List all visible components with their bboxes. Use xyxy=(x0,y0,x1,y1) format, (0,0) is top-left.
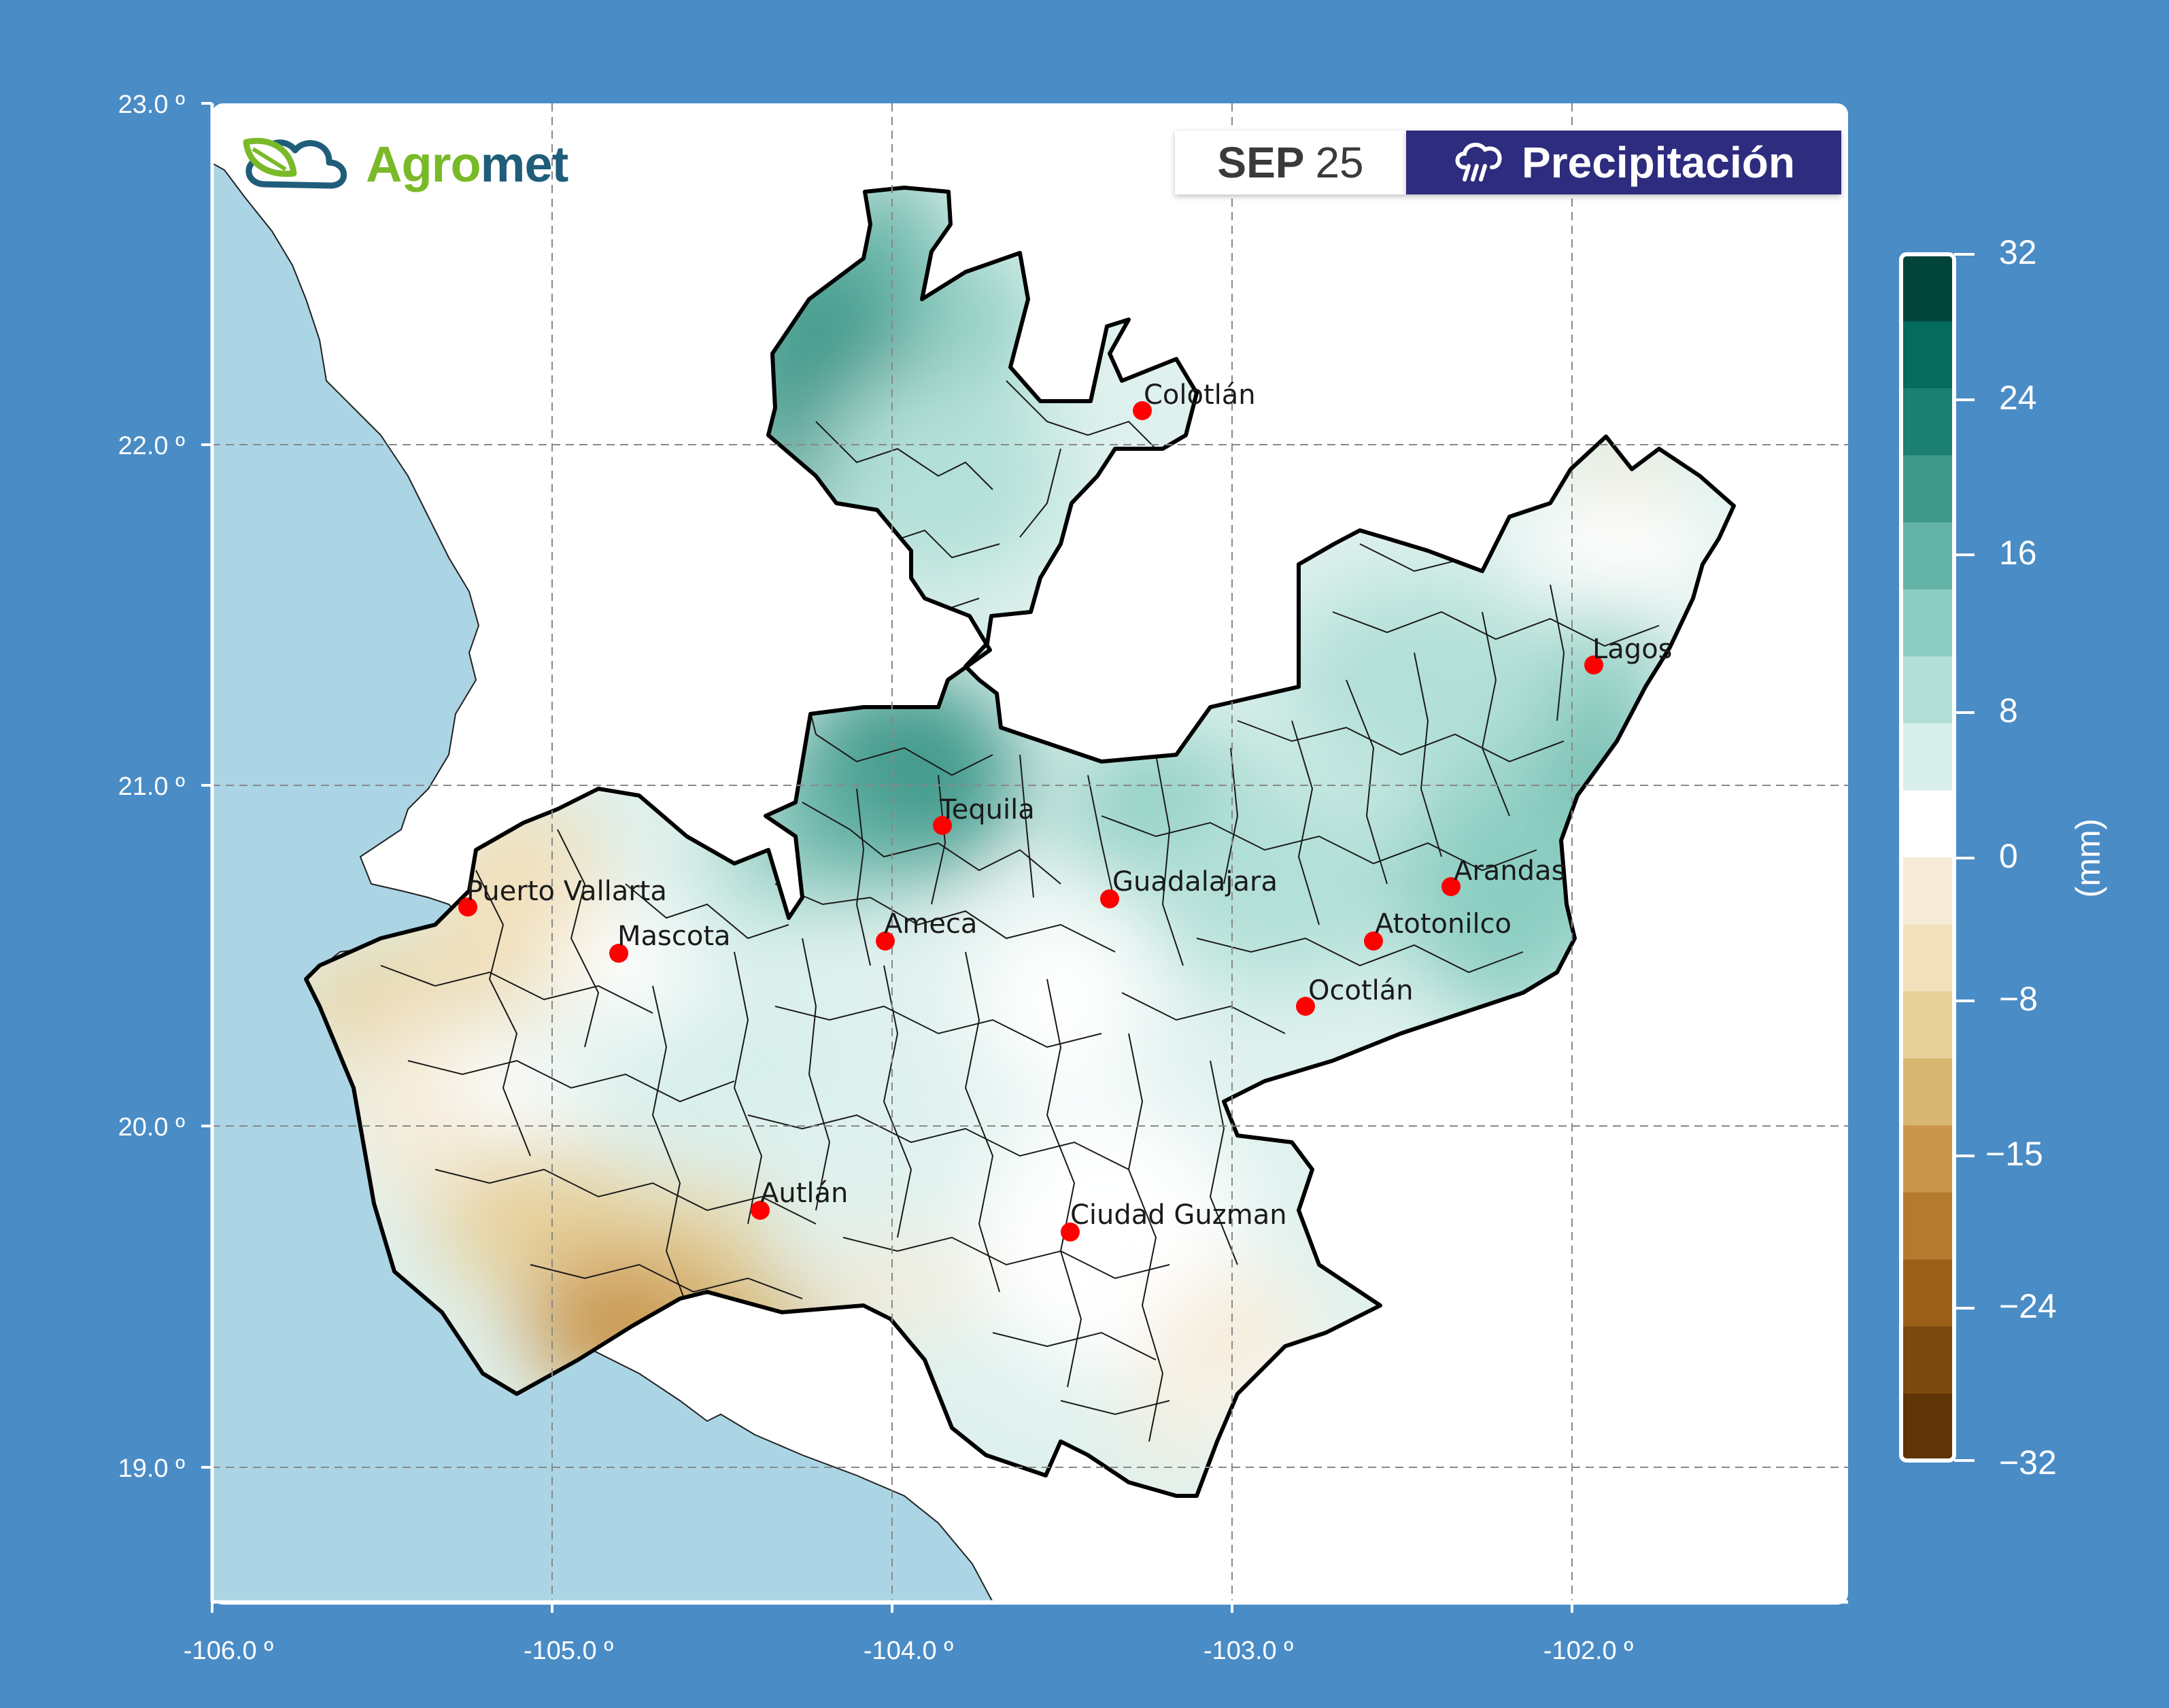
date-month: SEP xyxy=(1217,138,1305,187)
colorbar-segment xyxy=(1901,1125,1954,1193)
lat-tick-label: 19.0 º xyxy=(118,1454,186,1483)
agromet-logo: Agromet xyxy=(238,126,568,201)
lon-tick-label: -106.0 º xyxy=(184,1637,273,1665)
lon-tick-label: -105.0 º xyxy=(524,1637,613,1665)
colorbar-segment xyxy=(1901,589,1954,657)
colorbar-tick-label: −24 xyxy=(1999,1287,2057,1325)
colorbar-tick-label: 32 xyxy=(1999,233,2037,271)
colorbar-tick-label: −32 xyxy=(1999,1444,2057,1482)
city-markers: Colotlán Lagos Tequila Puerto Vallarta G… xyxy=(458,379,1673,1242)
colorbar-segment xyxy=(1901,1058,1954,1126)
logo-text-met: met xyxy=(480,135,569,192)
colorbar: 32 24 16 8 0 −8 −15 −24 −32 (mm) xyxy=(1899,233,2107,1482)
colorbar-segment xyxy=(1901,522,1954,590)
city-label: Puerto Vallarta xyxy=(466,876,667,907)
city-atotonilco: Atotonilco xyxy=(1364,908,1512,951)
colorbar-segment xyxy=(1901,924,1954,992)
colorbar-segment xyxy=(1901,321,1954,389)
city-label: Guadalajara xyxy=(1112,866,1278,898)
city-ameca: Ameca xyxy=(876,908,977,951)
logo-text-agro: Agro xyxy=(366,135,481,192)
city-colotlan: Colotlán xyxy=(1133,379,1256,420)
graticule xyxy=(212,103,1848,1602)
variable-title: Precipitación xyxy=(1406,131,1841,194)
colorbar-segment xyxy=(1901,790,1954,858)
lon-tick-label: -103.0 º xyxy=(1203,1637,1293,1665)
colorbar-tick-label: 16 xyxy=(1999,534,2037,572)
date-badge: SEP 25 xyxy=(1175,131,1406,194)
city-lagos: Lagos xyxy=(1584,634,1673,674)
lat-tick-label: 21.0 º xyxy=(118,772,186,801)
colorbar-segment xyxy=(1901,723,1954,791)
colorbar-segment xyxy=(1901,1259,1954,1327)
city-guadalajara: Guadalajara xyxy=(1100,866,1278,908)
city-ciudad-guzman: Ciudad Guzman xyxy=(1061,1199,1287,1242)
lon-tick-label: -102.0 º xyxy=(1543,1637,1633,1665)
lat-tick-label: 22.0 º xyxy=(118,432,186,460)
colorbar-segment xyxy=(1901,857,1954,925)
city-label: Mascota xyxy=(617,921,731,952)
variable-label: Precipitación xyxy=(1522,138,1795,187)
city-label: Colotlán xyxy=(1144,379,1256,411)
city-mascota: Mascota xyxy=(609,921,731,963)
city-tequila: Tequila xyxy=(933,794,1035,835)
colorbar-segment xyxy=(1901,388,1954,456)
colorbar-tick-label: −8 xyxy=(1999,980,2038,1018)
city-label: Arandas xyxy=(1454,855,1565,887)
colorbar-tick-label: 8 xyxy=(1999,691,2018,730)
city-label: Tequila xyxy=(939,794,1035,825)
jalisco-state-outline xyxy=(304,186,1736,1498)
colorbar-tick-label: 0 xyxy=(1999,837,2018,875)
city-label: Autlán xyxy=(760,1178,848,1209)
city-label: Atotonilco xyxy=(1375,908,1512,940)
city-arandas: Arandas xyxy=(1441,855,1565,896)
colorbar-segment xyxy=(1901,1393,1954,1461)
city-label: Lagos xyxy=(1592,634,1673,665)
colorbar-segment xyxy=(1901,656,1954,724)
colorbar-segment xyxy=(1901,991,1954,1059)
colorbar-tick-label: 24 xyxy=(1999,379,2037,417)
city-label: Ameca xyxy=(884,908,977,940)
axis-ticks xyxy=(201,102,1573,1613)
city-label: Ciudad Guzman xyxy=(1070,1199,1287,1231)
city-ocotlan: Ocotlán xyxy=(1296,975,1414,1016)
logo-text: Agromet xyxy=(366,135,568,193)
lat-tick-label: 23.0 º xyxy=(118,90,186,119)
colorbar-unit-label: (mm) xyxy=(2069,819,2107,898)
cloud-leaf-icon xyxy=(238,130,354,199)
lon-tick-label: -104.0 º xyxy=(864,1637,953,1665)
colorbar-segment xyxy=(1901,254,1954,322)
city-autlan: Autlán xyxy=(751,1178,848,1220)
colorbar-segment xyxy=(1901,455,1954,523)
city-label: Ocotlán xyxy=(1308,975,1414,1006)
date-day: 25 xyxy=(1315,138,1364,187)
rain-cloud-icon xyxy=(1452,139,1504,186)
lat-tick-label: 20.0 º xyxy=(118,1113,186,1142)
colorbar-segment xyxy=(1901,1192,1954,1260)
colorbar-tick-label: −15 xyxy=(1985,1135,2043,1173)
city-puerto-vallarta: Puerto Vallarta xyxy=(458,876,667,917)
colorbar-segment xyxy=(1901,1326,1954,1394)
